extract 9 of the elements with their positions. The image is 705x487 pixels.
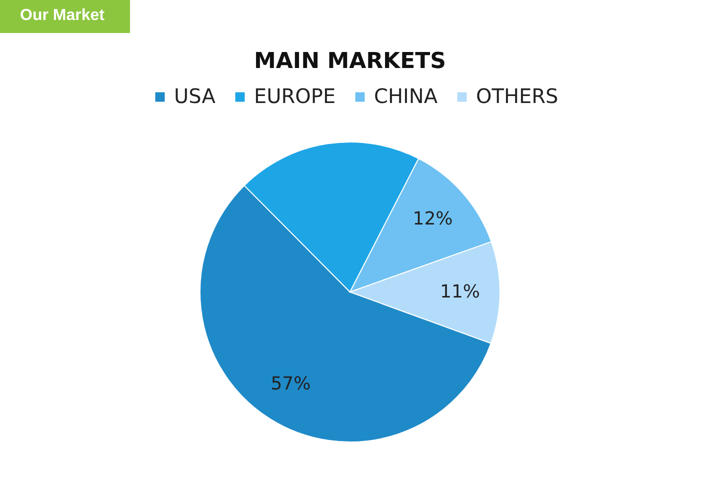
chart-title: MAIN MARKETS bbox=[254, 49, 446, 74]
data-label: 57% bbox=[270, 374, 311, 395]
data-label: 12% bbox=[412, 208, 453, 230]
legend-label: EUROPE bbox=[254, 84, 336, 108]
legend-label: CHINA bbox=[374, 84, 438, 108]
legend-label: USA bbox=[174, 84, 216, 108]
text: Our Market bbox=[0, 0, 130, 33]
data-label: 11% bbox=[440, 281, 480, 302]
legend-label: OTHERS bbox=[476, 84, 558, 108]
